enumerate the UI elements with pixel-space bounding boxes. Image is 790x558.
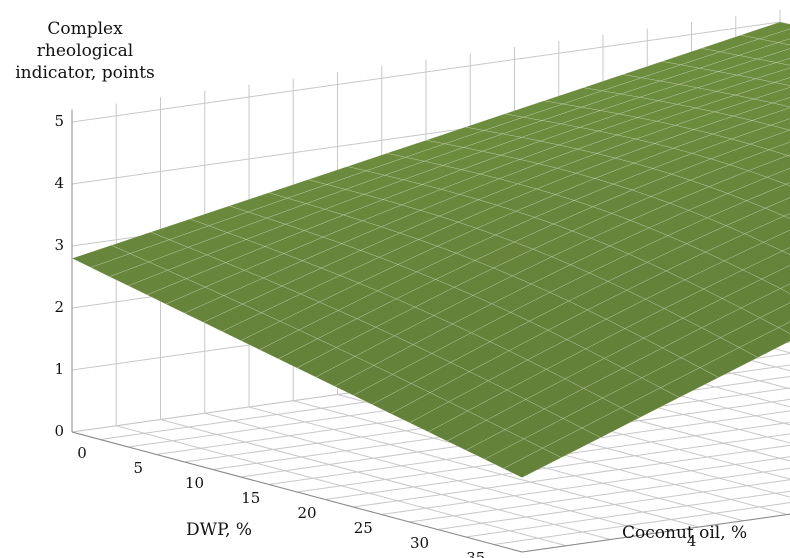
z-axis-label: Complex rheological indicator, points [0,18,170,84]
surface-patch [738,42,790,60]
x-tick-label: 35 [466,549,485,558]
y-tick-label: 4 [687,532,697,550]
floor-grid-line-y [116,425,567,547]
x-tick-label: 0 [77,444,87,462]
z-tick-label: 0 [54,422,64,440]
surface-patch [768,141,790,156]
surface-patch [778,321,790,334]
x-tick-label: 5 [133,459,143,477]
surface-patch [774,77,790,86]
surface-patch [742,250,790,280]
x-tick-label: 30 [410,534,429,552]
z-axis-label-line-1: Complex rheological [36,19,134,61]
z-tick-label: 2 [54,298,64,316]
x-tick-label: 20 [297,504,316,522]
surface-patch [502,447,562,478]
x-tick-label: 15 [241,489,260,507]
x-tick-label: 10 [185,474,204,492]
surface-patch [758,28,790,43]
z-tick-label: 3 [54,236,64,254]
floor-grid-line-x [465,490,790,538]
surface-patch [757,48,790,63]
surface-patch [738,327,790,358]
surface-patch [777,38,790,46]
z-axis-label-line-2: indicator, points [15,63,155,83]
floor-grid-line-y [160,419,611,540]
z-tick-label: 1 [54,360,64,378]
surface-patch [781,247,790,256]
surface-patch [776,58,790,66]
surface-patch [747,155,790,178]
floor-grid-line-y [691,344,790,372]
z-tick-label: 5 [54,112,64,130]
x-axis-line [71,431,523,553]
surface-patch [783,213,790,219]
surface-patch [766,168,790,185]
surface-patch [734,82,790,100]
surface-patch [752,87,790,104]
surface-patch [581,407,641,438]
floor-grid-line-y [204,412,655,534]
surface-patch [779,283,790,294]
floor-grid-line-x [437,479,790,530]
z-tick-label: 4 [54,174,64,192]
floor-grid-line-y [248,406,700,528]
left-wall-grid-line [71,21,781,123]
x-tick-label: 25 [354,519,373,537]
x-axis-label: DWP, % [186,520,253,540]
y-axis-line [521,513,790,553]
floor-grid-line-x [493,502,790,545]
surface-patch [785,182,790,187]
surface-patch [787,154,790,157]
y-axis-label: Coconut oil, % [622,523,748,543]
surface-patch [754,67,790,83]
